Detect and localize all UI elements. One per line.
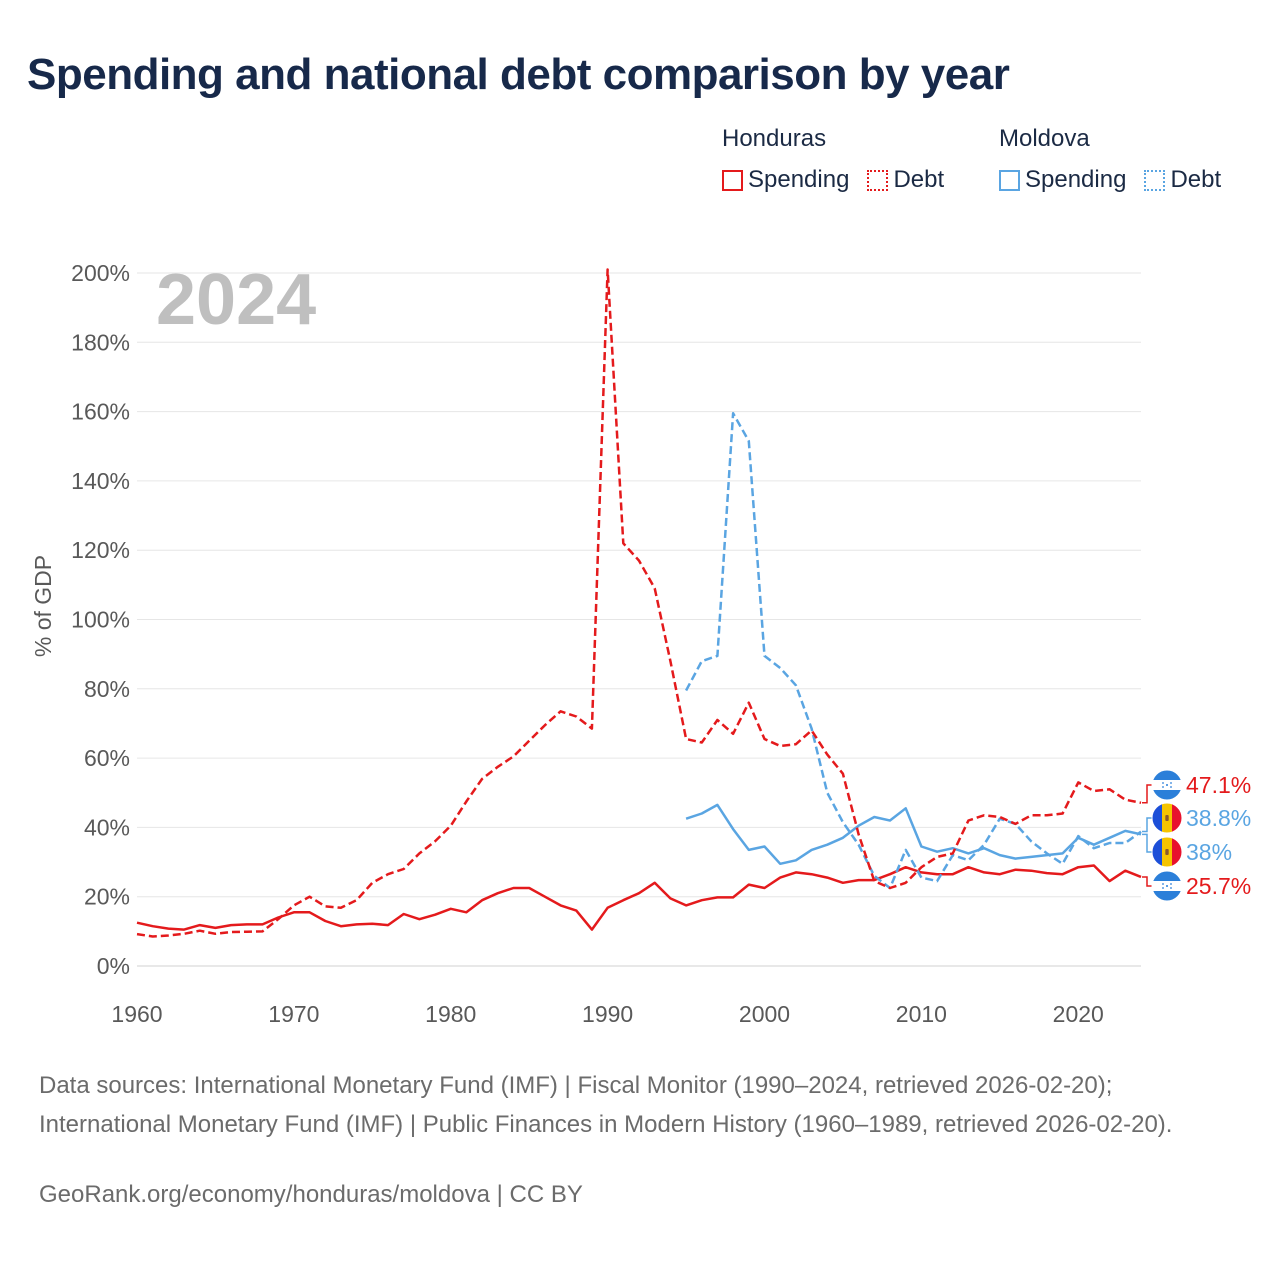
x-tick-label: 1960 [111,1001,162,1027]
series-line-moldova-debt[interactable] [684,412,1142,890]
x-tick-label: 2010 [896,1001,947,1027]
y-tick-label: 80% [84,676,130,702]
end-value-label: 25.7% [1186,873,1251,899]
moldova-flag-icon [1151,802,1183,834]
y-tick-label: 200% [71,260,130,286]
y-tick-label: 100% [71,607,130,633]
legend-item-honduras-debt[interactable]: Debt [867,166,944,194]
honduras-flag-icon [1151,769,1183,801]
year-label: 2024 [156,260,316,340]
end-label-connector [1142,784,1152,804]
x-tick-label: 1990 [582,1001,633,1027]
legend-label-moldova-debt: Debt [1170,166,1222,193]
line-chart: 0% 20% 40% 60% 80% 100% 120% 140% 160% 180% 200% 19… [30,260,1251,1027]
legend-label-moldova-spending: Spending [1025,166,1127,193]
y-tick-label: 140% [71,468,130,494]
legend-item-moldova-debt[interactable]: Debt [1144,166,1221,194]
x-tick-label: 1980 [425,1001,476,1027]
data-sources: Data sources: International Monetary Fun… [39,1072,1173,1138]
y-tick-label: 180% [71,329,130,355]
source-credit-link[interactable]: GeoRank.org/economy/honduras/moldova | C… [39,1181,583,1208]
legend-label-honduras-debt: Debt [893,166,945,193]
y-tick-label: 60% [84,745,130,771]
legend-swatch-honduras-spending [722,169,743,191]
chart-title: Spending and national debt comparison by… [27,50,1010,99]
series-line-honduras-spending[interactable] [136,864,1142,931]
moldova-flag-icon [1151,836,1183,868]
end-value-label: 47.1% [1186,772,1251,798]
legend-country-honduras: Honduras [722,125,827,152]
legend-swatch-moldova-debt [1144,169,1166,191]
series-line-moldova-spending[interactable] [685,803,1142,866]
legend-swatch-honduras-debt [867,169,889,191]
end-label-connector [1142,876,1152,887]
end-value-label: 38.8% [1186,805,1251,831]
end-label-connector [1142,817,1152,833]
y-tick-label: 120% [71,537,130,563]
y-tick-label: 160% [71,399,130,425]
legend-country-moldova: Moldova [999,125,1090,152]
y-tick-label: 0% [97,953,130,979]
legend-moldova: Moldova Spending Debt [999,124,1239,194]
x-tick-label: 2000 [739,1001,790,1027]
legend-item-honduras-spending[interactable]: Spending [722,166,849,194]
y-axis-label: % of GDP [30,555,56,657]
legend-swatch-moldova-spending [999,169,1020,191]
end-label-connector [1142,833,1152,853]
x-tick-label: 1970 [268,1001,319,1027]
x-tick-label: 2020 [1053,1001,1104,1027]
honduras-flag-icon [1151,870,1183,902]
legend-item-moldova-spending[interactable]: Spending [999,166,1126,194]
series-line-honduras-debt[interactable] [136,268,1142,938]
y-tick-label: 40% [84,814,130,840]
legend-label-honduras-spending: Spending [748,166,850,193]
legend-honduras: Honduras Spending Debt [722,124,962,194]
end-value-label: 38% [1186,839,1232,865]
y-tick-label: 20% [84,884,130,910]
